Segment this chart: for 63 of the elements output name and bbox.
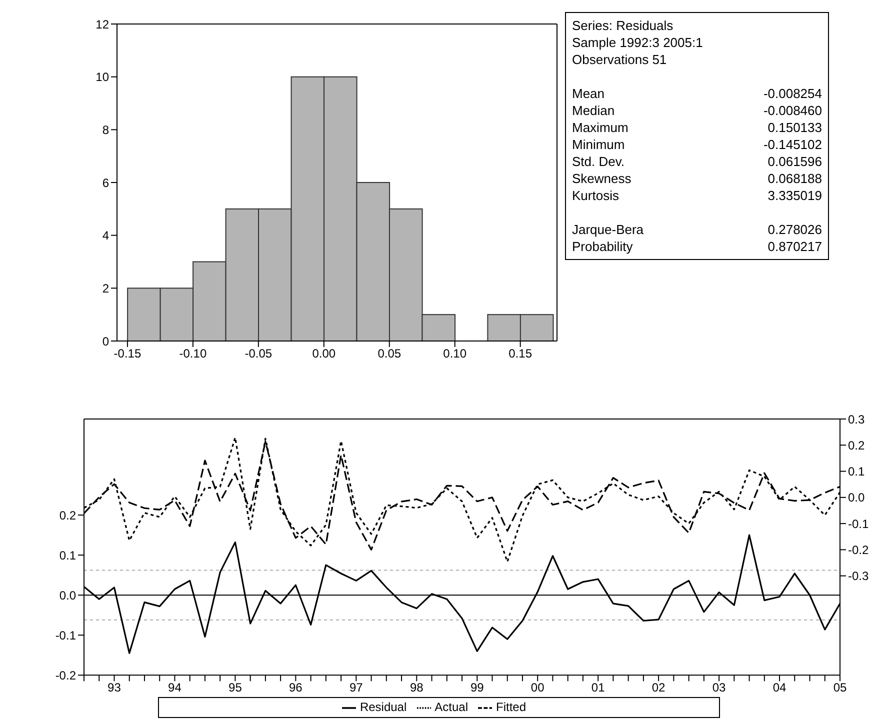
legend-label: Residual: [360, 700, 407, 714]
y-tick-label: 0.1: [59, 548, 76, 562]
x-tick-label: 95: [228, 680, 242, 695]
x-tick-label: 05: [833, 680, 847, 695]
category-label: Mean: [572, 85, 605, 102]
x-tick-label: 93: [108, 680, 122, 695]
category-label: Maximum: [572, 119, 628, 136]
text: Sample 1992:3 2005:1: [572, 34, 704, 51]
text: -0.008460: [763, 103, 822, 118]
x-tick-label: 99: [470, 680, 484, 695]
text: 3.335019: [768, 188, 822, 203]
x-tick-label: 94: [168, 680, 182, 695]
x-tick-label: 98: [410, 680, 424, 695]
x-tick-label: 03: [712, 680, 726, 695]
y-tick-label: 6: [102, 176, 110, 190]
y2-tick-label: 0.3: [848, 412, 866, 426]
x-tick-label: 02: [652, 680, 666, 695]
y2-tick-label: -0.2: [848, 542, 870, 557]
text: 0.150133: [768, 120, 822, 135]
x-tick-label: 97: [349, 680, 364, 695]
text: 0.278026: [768, 222, 822, 237]
text: 0.068188: [768, 171, 822, 186]
text: -0.008254: [763, 86, 822, 101]
text: 0.061596: [768, 154, 822, 169]
y2-tick-label: -0.1: [848, 516, 870, 531]
y-tick-label: 2: [102, 281, 110, 296]
category-label: Kurtosis: [572, 187, 619, 204]
category-label: Minimum: [572, 136, 625, 153]
y2-tick-label: -0.3: [848, 569, 870, 584]
y-tick-label: 4: [102, 228, 110, 243]
text: 0.870217: [768, 239, 822, 254]
y2-tick-label: 0.0: [848, 490, 866, 505]
category-label: Median: [572, 102, 615, 119]
x-tick-label: 0.15: [508, 346, 532, 361]
x-tick-label: -0.15: [114, 346, 142, 361]
x-tick-label: 01: [591, 680, 606, 695]
y-tick-label: 0: [102, 334, 110, 348]
text: -0.145102: [763, 137, 822, 152]
x-tick-label: -0.05: [244, 346, 272, 361]
y-tick-label: -0.2: [55, 668, 76, 682]
y-tick-label: 12: [96, 17, 110, 32]
legend-label: Actual: [434, 700, 468, 714]
y-tick-label: -0.1: [55, 628, 76, 642]
x-tick-label: -0.10: [179, 346, 207, 361]
category-label: Probability: [572, 238, 633, 255]
x-tick-label: 0.05: [378, 346, 402, 361]
x-tick-label: 0.10: [443, 346, 467, 361]
x-tick-label: 04: [772, 680, 787, 695]
y2-tick-label: 0.1: [848, 464, 866, 479]
x-tick-label: 96: [289, 680, 303, 695]
category-label: Skewness: [572, 170, 632, 187]
text: Observations 51: [572, 51, 668, 68]
y2-tick-label: 0.2: [848, 438, 866, 452]
x-tick-label: 0.00: [312, 346, 336, 361]
y-tick-label: 0.2: [59, 508, 76, 522]
text: Series: Residuals: [572, 17, 674, 34]
y-tick-label: 10: [96, 70, 110, 84]
x-tick-label: 00: [530, 680, 545, 695]
legend-label: Fitted: [496, 700, 526, 714]
y-tick-label: 8: [102, 122, 110, 137]
category-label: Jarque-Bera: [572, 221, 644, 238]
y-tick-label: 0.0: [59, 588, 76, 602]
category-label: Std. Dev.: [572, 153, 625, 170]
